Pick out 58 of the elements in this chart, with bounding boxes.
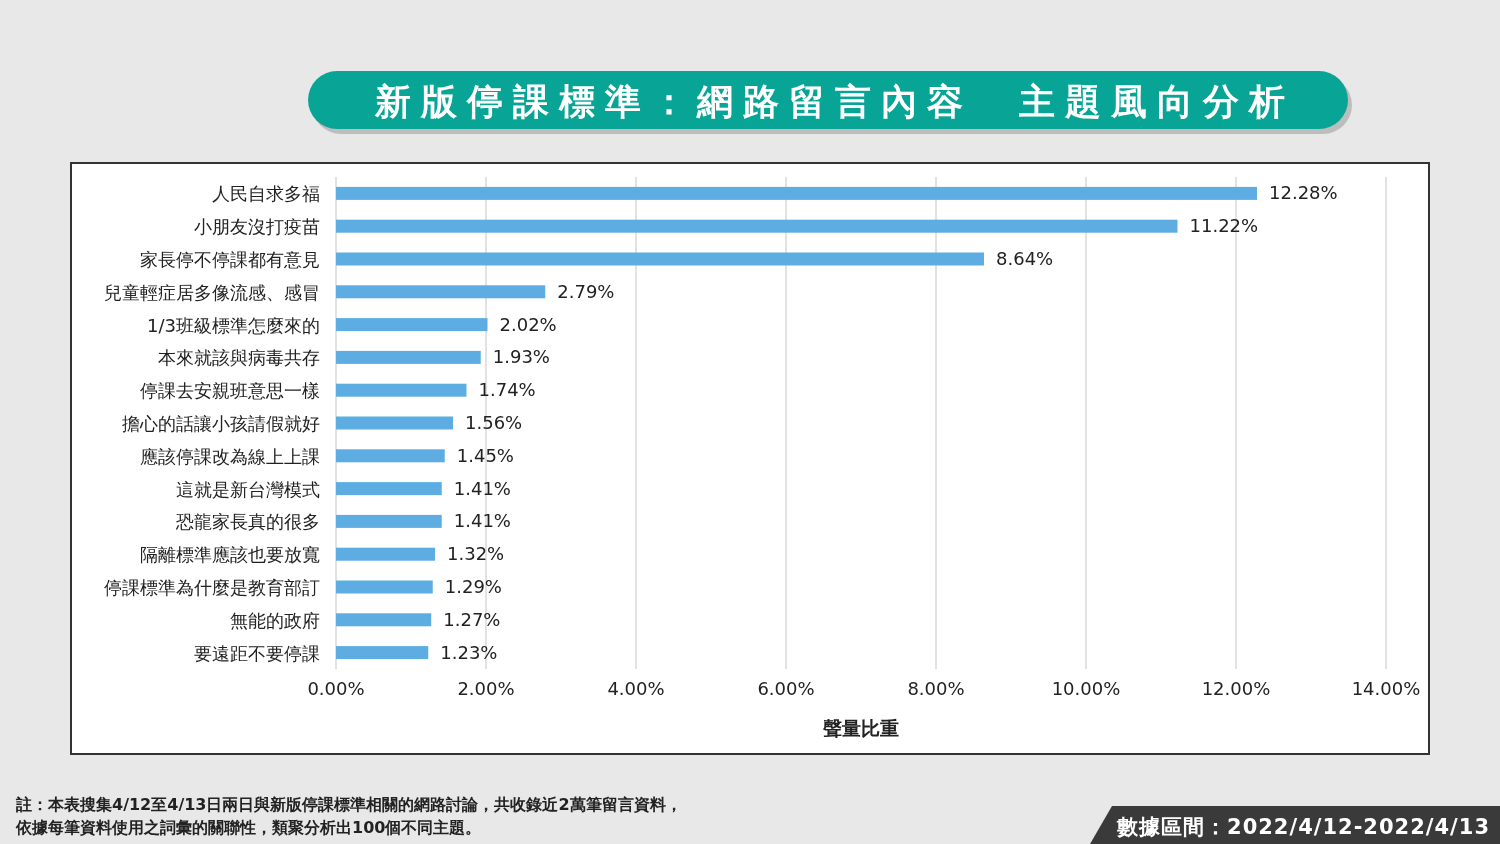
text: 依據每筆資料使用之詞彙的關聯性，類聚分析出100個不同主題。	[15, 818, 482, 837]
x-tick-label: 0.00%	[307, 678, 365, 699]
y-tick-label: 人民自求多福	[212, 183, 320, 205]
data-label: 1.32%	[447, 543, 505, 565]
bar	[336, 383, 467, 397]
text: 數據區間：2022/4/12-2022/4/13	[1116, 815, 1490, 839]
bar	[336, 646, 429, 660]
x-tick-label: 6.00%	[757, 678, 815, 699]
y-tick-label: 1/3班級標準怎麼來的	[147, 314, 320, 336]
data-label: 1.29%	[444, 576, 502, 597]
y-tick-label: 兒童輕症居多像流感、感冒	[104, 281, 320, 303]
data-label: 1.41%	[453, 510, 511, 532]
bar	[336, 285, 546, 299]
bar	[336, 449, 445, 463]
bar	[336, 416, 453, 430]
chart-title: 新版停課標準：網路留言內容 主題風向分析	[374, 81, 1295, 122]
y-tick-label: 本來就該與病毒共存	[158, 347, 320, 369]
data-label: 12.28%	[1269, 182, 1338, 204]
data-label: 1.45%	[456, 444, 514, 466]
y-tick-label: 小朋友沒打疫苗	[194, 216, 320, 238]
bar	[336, 580, 433, 594]
bar	[336, 186, 1257, 200]
bar	[336, 318, 488, 332]
x-tick-label: 12.00%	[1201, 678, 1271, 699]
data-label: 1.23%	[440, 641, 498, 663]
data-label: 11.22%	[1189, 215, 1259, 237]
x-tick-label: 14.00%	[1351, 678, 1421, 699]
y-tick-label: 隔離標準應該也要放寬	[140, 544, 320, 566]
data-label: 1.27%	[443, 608, 501, 630]
bar	[336, 547, 435, 561]
text: 註：本表搜集4/12至4/13日兩日與新版停課標準相關的網路討論，共收錄近2萬筆留言資料，	[15, 795, 682, 814]
bar	[336, 482, 442, 496]
data-label: 1.56%	[465, 412, 523, 433]
data-label: 2.79%	[557, 280, 615, 302]
y-tick-label: 擔心的話讓小孩請假就好	[122, 413, 320, 434]
x-tick-label: 2.00%	[457, 678, 515, 699]
bar	[336, 613, 432, 627]
y-tick-label: 無能的政府	[230, 609, 320, 631]
y-tick-label: 要遠距不要停課	[194, 642, 320, 664]
data-label: 1.74%	[478, 379, 536, 401]
y-tick-label: 停課去安親班意思一樣	[140, 380, 320, 402]
y-tick-label: 應該停課改為線上上課	[140, 445, 320, 467]
x-tick-label: 4.00%	[607, 678, 665, 699]
data-label: 8.64%	[996, 248, 1054, 269]
bar	[336, 514, 442, 528]
data-label: 1.93%	[492, 346, 550, 368]
bar	[336, 350, 481, 364]
x-axis-title: 聲量比重	[822, 717, 899, 739]
y-tick-label: 家長停不停課都有意見	[140, 249, 320, 270]
x-tick-label: 8.00%	[907, 678, 965, 699]
data-label: 1.41%	[453, 477, 511, 499]
y-tick-label: 停課標準為什麼是教育部訂	[104, 577, 320, 598]
data-label: 2.02%	[499, 313, 557, 335]
y-tick-label: 恐龍家長真的很多	[175, 511, 320, 533]
y-tick-label: 這就是新台灣模式	[176, 478, 320, 500]
bar	[336, 219, 1178, 233]
x-tick-label: 10.00%	[1051, 678, 1121, 699]
bar	[336, 252, 984, 266]
